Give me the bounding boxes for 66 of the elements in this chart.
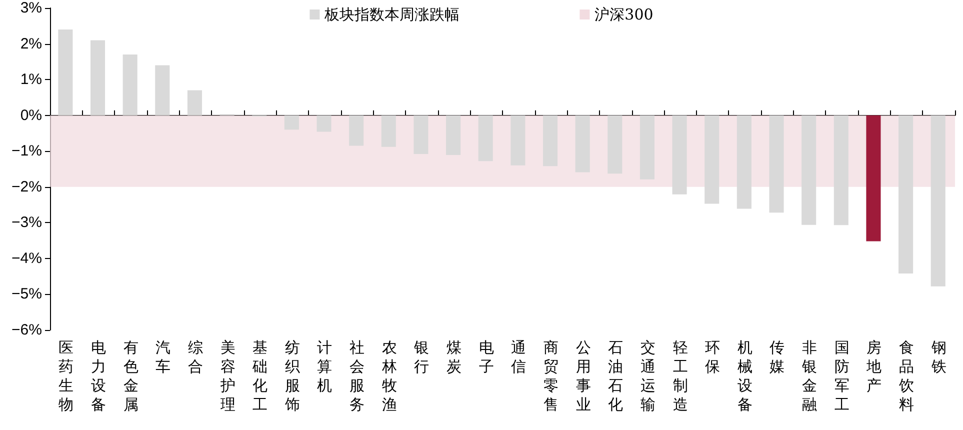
- bar: [834, 115, 848, 226]
- x-tick-label: 农林牧渔: [380, 338, 397, 414]
- x-tick-label: 环保: [705, 338, 720, 376]
- x-tick-label: 汽车: [156, 338, 171, 376]
- x-tick-label: 计算机: [317, 338, 332, 394]
- y-tick-label: 1%: [20, 71, 42, 88]
- bar: [640, 115, 654, 180]
- x-tick-label: 电子: [478, 338, 494, 376]
- x-tick-label: 国防军工: [834, 338, 850, 414]
- x-tick-label: 轻工制造: [672, 338, 688, 414]
- y-tick-label: 0%: [20, 106, 42, 124]
- bar: [446, 115, 461, 156]
- x-tick-label: 机械设备: [737, 338, 752, 414]
- bar: [381, 115, 396, 147]
- bar: [672, 115, 687, 194]
- bar: [510, 115, 526, 166]
- bar: [349, 115, 364, 146]
- bar: [704, 115, 720, 204]
- bar: [58, 29, 73, 116]
- y-tick-label: 3%: [20, 0, 42, 16]
- x-tick-label: 银行: [413, 338, 430, 376]
- bar: [575, 115, 590, 172]
- x-tick-label: 房地产: [866, 338, 882, 394]
- x-tick-label: 电力设备: [90, 338, 106, 414]
- bar: [608, 115, 622, 174]
- y-tick-label: −1%: [12, 142, 42, 160]
- bar: [187, 90, 202, 116]
- bar: [414, 115, 428, 154]
- x-tick-label: 交通运输: [640, 338, 656, 414]
- bar: [898, 115, 914, 274]
- legend-label: 沪深300: [594, 6, 654, 24]
- legend-label: 板块指数本周涨跌幅: [324, 6, 460, 24]
- bar: [90, 40, 106, 116]
- x-tick-label: 非银金融: [801, 338, 818, 414]
- bar: [802, 115, 816, 225]
- bar: [866, 115, 881, 242]
- bar: [316, 115, 332, 132]
- bar: [736, 115, 752, 209]
- x-tick-label: 钢铁: [930, 338, 946, 376]
- x-tick-label: 基础化工: [252, 338, 268, 414]
- bar: [542, 115, 558, 166]
- x-tick-label: 综合: [188, 338, 203, 376]
- x-tick-label: 医药生物: [58, 338, 74, 414]
- bar: [122, 54, 138, 116]
- x-tick-label: 传媒: [770, 338, 785, 376]
- y-tick-label: −3%: [12, 214, 42, 232]
- y-tick-label: −4%: [12, 250, 42, 267]
- bar: [930, 115, 946, 286]
- x-tick-label: 美容护理: [219, 338, 236, 414]
- x-tick-label: 纺织服饰: [284, 338, 300, 414]
- y-tick-label: −2%: [12, 178, 42, 196]
- bar: [478, 115, 493, 162]
- x-tick-label: 商贸零售: [543, 338, 558, 414]
- x-tick-label: 食品饮料: [898, 338, 914, 414]
- x-tick-label: 通信: [511, 338, 526, 376]
- x-tick-label: 有色金属: [123, 338, 138, 414]
- bar: [155, 65, 170, 116]
- x-tick-label: 石油石化: [608, 338, 624, 414]
- y-tick-label: −6%: [12, 322, 42, 338]
- x-tick-label: 煤炭: [446, 338, 462, 376]
- x-tick-label: 社会服务: [350, 338, 365, 414]
- y-tick-label: −5%: [12, 286, 42, 303]
- y-tick-label: 2%: [20, 35, 42, 52]
- bar: [284, 115, 299, 130]
- bar: [769, 115, 784, 213]
- x-tick-label: 公用事业: [576, 338, 591, 414]
